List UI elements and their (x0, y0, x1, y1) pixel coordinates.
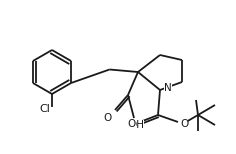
Text: OH: OH (128, 120, 144, 130)
Text: O: O (180, 119, 188, 129)
Text: N: N (164, 83, 172, 93)
Text: O: O (104, 113, 112, 123)
Text: Cl: Cl (39, 104, 50, 114)
Text: O: O (128, 119, 136, 129)
